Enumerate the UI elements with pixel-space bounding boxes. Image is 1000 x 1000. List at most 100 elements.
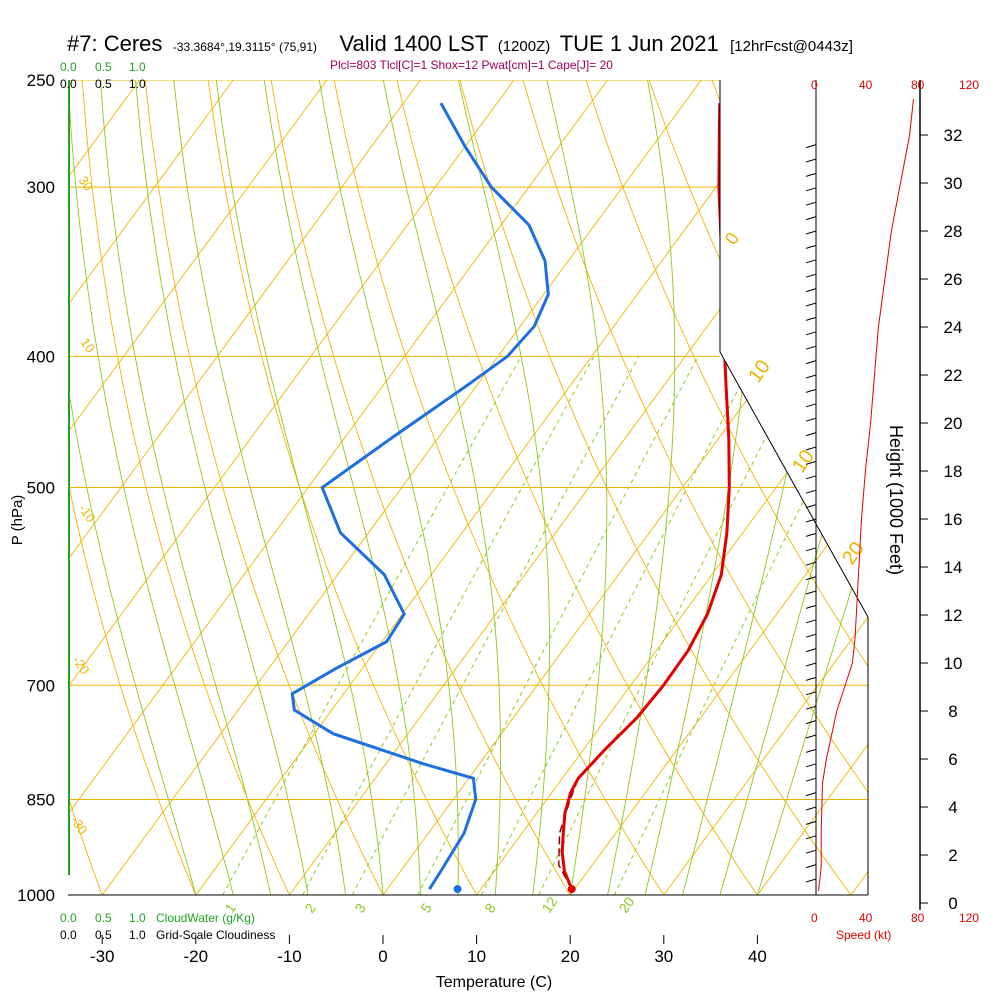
wind-barb [805, 705, 817, 710]
speed-tick-top-2: 80 [911, 78, 925, 92]
cloud-scale-bottom-green-2: 1.0 [129, 911, 146, 925]
pressure-tick-label: 500 [27, 479, 55, 498]
moist-adiabat-line [263, 80, 421, 895]
parcel-profile-line [557, 778, 580, 890]
dry-adiabat-line [522, 80, 868, 895]
wind-barb [805, 403, 817, 408]
cloud-scale-top-green-1: 0.5 [95, 60, 112, 74]
wind-barb [805, 532, 817, 537]
wind-barb [805, 432, 817, 437]
wind-barb [805, 302, 817, 307]
pressure-tick-label: 1000 [17, 886, 55, 905]
speed-tick-top-0: 0 [811, 78, 818, 92]
wind-barb [805, 777, 817, 782]
isotherm-line [663, 80, 868, 895]
dry-adiabat-line [396, 80, 758, 895]
wind-barb [805, 489, 817, 494]
wind-barb [805, 216, 817, 221]
height-tick-label: 6 [948, 750, 957, 769]
wind-barb [805, 820, 817, 825]
temperature-tick-label: 10 [467, 947, 486, 966]
cloud-scale-top-black-1: 0.5 [95, 77, 112, 91]
mixing-ratio-line [417, 356, 699, 895]
moist-adiabat-line [68, 80, 197, 895]
wind-barb [805, 835, 817, 840]
speed-tick-top-1: 40 [859, 78, 873, 92]
dry-adiabat-line [81, 80, 290, 895]
height-tick-label: 12 [944, 606, 963, 625]
height-axis-label: Height (1000 Feet) [886, 425, 906, 575]
wind-barb [805, 388, 817, 393]
mixing-ratio-label: 5 [417, 900, 435, 916]
dry-adiabat-line [585, 80, 868, 895]
wind-barb [805, 561, 817, 566]
temperature-tick-label: 40 [748, 947, 767, 966]
wind-barb [805, 288, 817, 293]
dry-adiabat-line [270, 80, 571, 895]
wind-barb [805, 316, 817, 321]
height-tick-label: 30 [944, 174, 963, 193]
wind-barb [805, 201, 817, 206]
temperature-tick-label: 20 [561, 947, 580, 966]
wind-barb [805, 547, 817, 552]
height-tick-label: 20 [944, 414, 963, 433]
mixing-ratio-label: 2 [301, 900, 319, 916]
wind-barb [805, 676, 817, 681]
isotherm-line [68, 80, 328, 895]
wind-barb [805, 748, 817, 753]
speed-tick-bottom-0: 0 [811, 911, 818, 925]
wind-barb [805, 187, 817, 192]
wind-barb [805, 576, 817, 581]
wind-barb [805, 259, 817, 264]
zulu-time: (1200Z) [497, 38, 551, 55]
wind-barb [805, 878, 817, 883]
temperature-tick-label: 30 [654, 947, 673, 966]
moist-adiabat-line [100, 80, 272, 895]
height-tick-label: 24 [944, 318, 963, 337]
wind-barb [805, 619, 817, 624]
wind-barb [805, 446, 817, 451]
pressure-tick-label: 700 [27, 676, 55, 695]
wind-barb [805, 720, 817, 725]
height-tick-label: 32 [944, 126, 963, 145]
height-tick-label: 2 [948, 846, 957, 865]
mixing-ratio-label: 20 [615, 894, 637, 916]
moist-adiabat-line [756, 80, 868, 895]
isotherm-label: -30 [68, 813, 91, 837]
header-title: #7: Ceres -33.3684°,19.3115° (75,91) Val… [67, 31, 853, 57]
moist-adiabat-line [135, 80, 309, 895]
height-tick-label: 10 [944, 654, 963, 673]
wind-barb [805, 475, 817, 480]
wind-barb [805, 734, 817, 739]
dry-adiabat-line [207, 80, 477, 895]
cloud-scale-bottom-green-0: 0.0 [60, 911, 77, 925]
speed-tick-bottom-3: 120 [959, 911, 980, 925]
speed-tick-top-3: 120 [959, 78, 980, 92]
dewpoint-profile-line [290, 102, 550, 890]
wind-barb [805, 518, 817, 523]
wind-barb [805, 345, 817, 350]
cloud-scale-bottom-black-0: 0.0 [60, 928, 77, 942]
surface-dewpoint-dot [453, 885, 462, 894]
moist-adiabat-line [382, 80, 502, 895]
isotherm-label: 10 [744, 356, 775, 387]
wind-barb [805, 273, 817, 278]
moist-adiabat-line [546, 80, 608, 895]
wind-barb [805, 864, 817, 869]
frame-right [719, 80, 869, 895]
cloud-scale-bottom-black-1: 0.5 [95, 928, 112, 942]
wind-barb [805, 691, 817, 696]
valid-time: Valid 1400 LST [339, 31, 489, 56]
wind-barb [805, 648, 817, 653]
forecast-date: TUE 1 Jun 2021 [559, 31, 719, 56]
wind-barb [805, 230, 817, 235]
temperature-tick-label: -20 [184, 947, 209, 966]
pressure-tick-label: 300 [27, 178, 55, 197]
mixing-ratio-label: 8 [481, 900, 499, 916]
surface-temperature-dot [567, 885, 576, 894]
dry-adiabat-line [68, 80, 103, 895]
wind-barb [805, 244, 817, 249]
dry-adiabat-line [901, 80, 1000, 895]
height-tick-label: 0 [948, 894, 957, 913]
